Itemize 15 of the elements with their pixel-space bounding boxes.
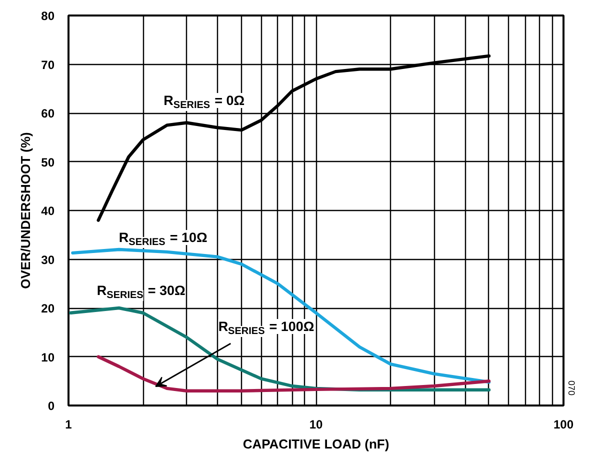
x-tick-label: 100 bbox=[553, 418, 574, 432]
y-tick-label: 70 bbox=[41, 58, 55, 72]
x-tick-label: 10 bbox=[309, 418, 323, 432]
x-tick-label: 1 bbox=[65, 418, 72, 432]
y-tick-label: 40 bbox=[41, 204, 55, 218]
y-axis-title: OVER/UNDERSHOOT (%) bbox=[18, 132, 34, 289]
y-tick-label: 10 bbox=[41, 350, 55, 364]
y-tick-label: 80 bbox=[41, 9, 55, 23]
y-tick-label: 50 bbox=[41, 155, 55, 170]
y-tick-label: 20 bbox=[41, 302, 55, 316]
y-tick-label: 30 bbox=[41, 252, 55, 267]
text: 070 bbox=[566, 380, 576, 396]
y-tick-label: 0 bbox=[48, 399, 55, 413]
x-axis-title: CAPACITIVE LOAD (nF) bbox=[242, 436, 390, 452]
y-tick-label: 60 bbox=[41, 106, 55, 120]
